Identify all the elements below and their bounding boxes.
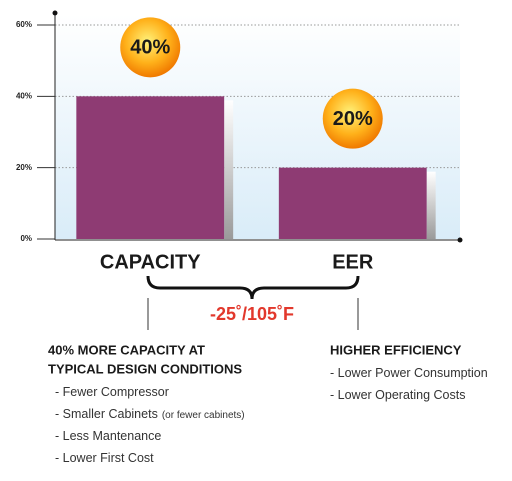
note-item: - Smaller Cabinets (or fewer cabinets) — [55, 407, 245, 421]
note-item-text: - Smaller Cabinets — [55, 407, 158, 421]
note-item: - Lower First Cost — [55, 451, 154, 465]
note-item: - Lower Power Consumption — [330, 366, 488, 380]
bar-shadow — [224, 100, 234, 239]
value-badge — [322, 88, 383, 149]
x-tick-label: EER — [332, 251, 374, 273]
y-tick-label: 0% — [20, 234, 32, 243]
note-heading: HIGHER EFFICIENCY — [330, 342, 462, 357]
note-heading: TYPICAL DESIGN CONDITIONS — [48, 361, 242, 376]
value-label: 20% — [333, 108, 373, 130]
axis-dot — [52, 10, 58, 16]
note-item-suffix: (or fewer cabinets) — [162, 410, 245, 421]
brace — [146, 275, 360, 300]
note-item-text: - Lower Power Consumption — [330, 366, 488, 380]
bar — [278, 167, 427, 239]
value-badge — [120, 17, 181, 78]
note-item-text: - Fewer Compressor — [55, 385, 169, 399]
note-item-text: - Less Mantenance — [55, 429, 161, 443]
x-tick-label: CAPACITY — [100, 251, 201, 273]
axis-dot — [457, 237, 463, 243]
note-item: - Fewer Compressor — [55, 385, 169, 399]
note-item-text: - Lower First Cost — [55, 451, 154, 465]
bar-shadow — [426, 171, 436, 239]
y-tick-label: 60% — [16, 20, 32, 29]
note-item: - Less Mantenance — [55, 429, 161, 443]
note-item: - Lower Operating Costs — [330, 388, 465, 402]
y-tick-label: 40% — [16, 91, 32, 100]
value-label: 40% — [130, 37, 170, 59]
y-tick-label: 20% — [16, 163, 32, 172]
annotation: -25˚/105˚F — [210, 304, 294, 324]
note-heading: 40% MORE CAPACITY AT — [48, 342, 205, 357]
bar — [76, 96, 225, 239]
note-item-text: - Lower Operating Costs — [330, 388, 465, 402]
